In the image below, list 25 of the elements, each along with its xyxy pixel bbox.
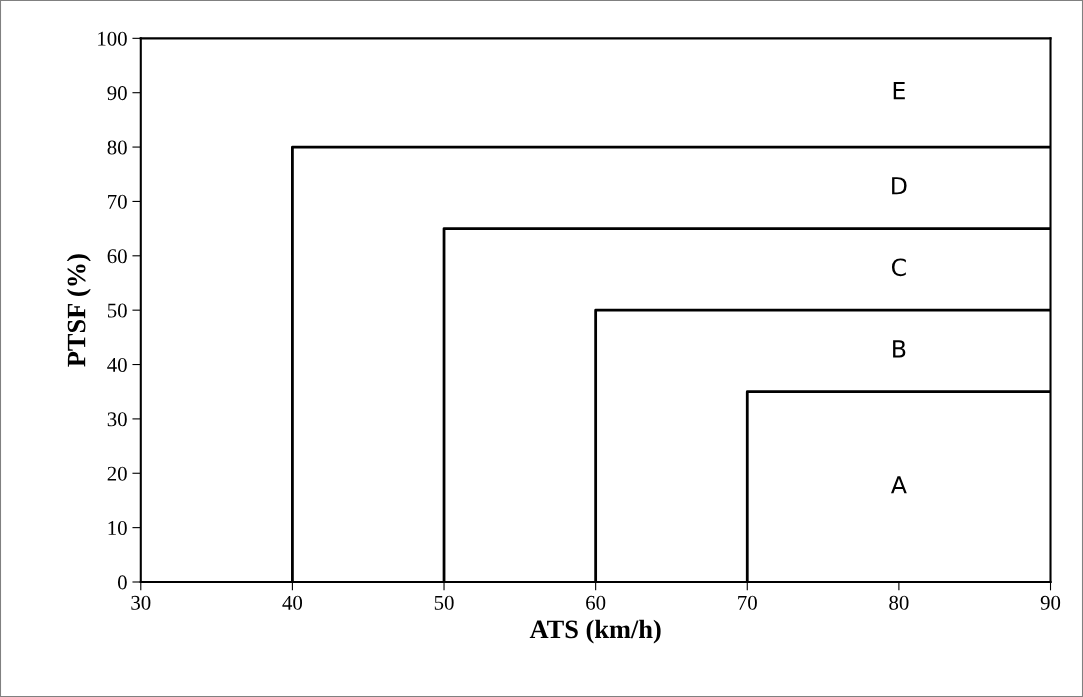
y-tick-label: 20 bbox=[107, 466, 127, 481]
y-tick-label: 10 bbox=[108, 521, 127, 536]
y-tick-label: 40 bbox=[107, 357, 127, 372]
y-tick-label: 70 bbox=[108, 194, 127, 209]
x-tick-label: 80 bbox=[889, 595, 909, 610]
annotation: D bbox=[892, 177, 907, 195]
x-tick-label: 90 bbox=[1040, 595, 1061, 610]
x-axis-title: ATS (km/h) bbox=[529, 619, 661, 644]
annotation: C bbox=[891, 258, 906, 277]
x-tick-label: 60 bbox=[586, 595, 606, 610]
annotation: B bbox=[893, 340, 906, 358]
x-tick-label: 70 bbox=[738, 595, 757, 610]
y-tick-label: 100 bbox=[98, 31, 127, 46]
x-tick-label: 30 bbox=[131, 595, 151, 610]
annotation: A bbox=[891, 476, 907, 494]
y-axis-title: PTSF (%) bbox=[66, 254, 91, 367]
y-tick-label: 50 bbox=[107, 303, 127, 318]
x-tick-label: 50 bbox=[434, 595, 454, 610]
y-tick-label: 80 bbox=[107, 140, 127, 155]
y-tick-label: 60 bbox=[107, 249, 127, 264]
y-tick-label: 30 bbox=[107, 412, 127, 427]
y-tick-label: 0 bbox=[117, 575, 127, 590]
x-tick-label: 40 bbox=[282, 595, 303, 610]
y-tick-label: 90 bbox=[107, 86, 127, 101]
annotation: E bbox=[893, 82, 905, 100]
